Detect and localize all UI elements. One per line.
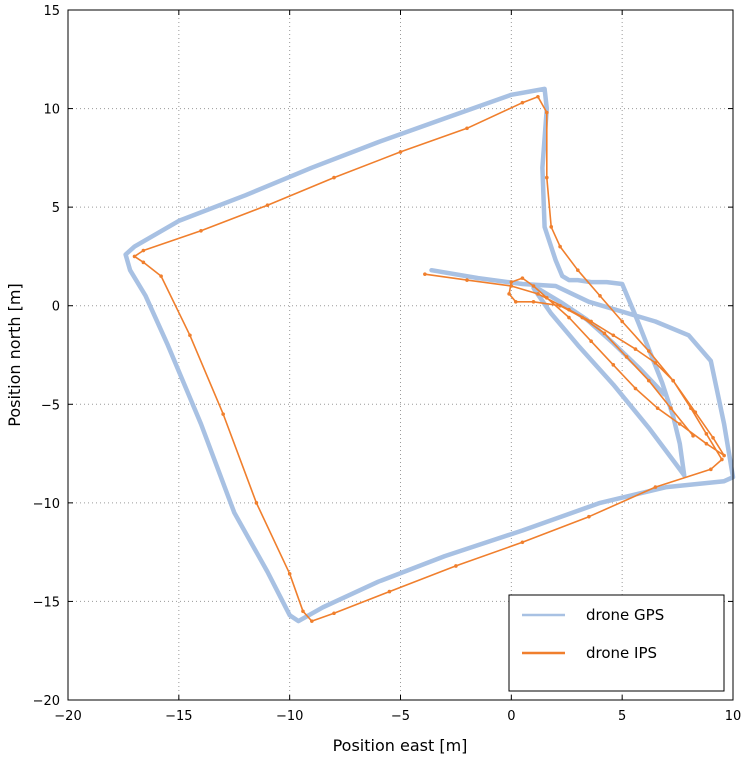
series-point-drone-ips — [624, 355, 629, 359]
series-point-drone-ips — [301, 609, 305, 614]
legend: drone GPS drone IPS — [508, 594, 725, 692]
series-point-drone-ips — [633, 386, 638, 391]
grid — [68, 10, 733, 700]
series-point-drone-ips — [332, 611, 336, 616]
series-point-drone-ips — [531, 284, 536, 288]
series-point-drone-ips — [598, 294, 602, 298]
series-point-drone-ips — [633, 347, 638, 351]
series-point-drone-ips — [704, 432, 709, 436]
series-point-drone-ips — [655, 406, 660, 411]
series-point-drone-ips — [567, 307, 571, 312]
x-tick-label: −5 — [391, 709, 410, 724]
x-axis-label: Position east [m] — [333, 736, 468, 755]
series-point-drone-ips — [646, 349, 651, 353]
y-axis-label: Position north [m] — [5, 283, 24, 426]
y-tick-label: 5 — [52, 201, 60, 216]
series-point-drone-ips — [678, 422, 682, 426]
series-point-drone-ips — [611, 333, 616, 338]
series-point-drone-ips — [620, 319, 624, 324]
series-point-drone-ips — [507, 292, 511, 296]
traces — [123, 86, 736, 624]
series-point-drone-ips — [454, 564, 458, 568]
x-tick-label: −15 — [165, 709, 192, 724]
series-point-drone-ips — [141, 260, 146, 265]
series-point-drone-ips — [513, 299, 518, 304]
series-point-drone-ips — [691, 434, 695, 438]
legend-label-drone-gps: drone GPS — [586, 606, 664, 624]
series-point-drone-ips — [720, 457, 724, 462]
series-point-drone-ips — [567, 315, 571, 320]
series-point-drone-ips — [387, 589, 392, 594]
series-point-drone-ips — [520, 540, 525, 545]
series-point-drone-ips — [558, 303, 562, 308]
series-point-drone-ips — [545, 110, 549, 115]
series-point-drone-ips — [589, 319, 593, 324]
series-point-drone-ips — [398, 150, 403, 154]
series-point-drone-ips — [509, 284, 514, 288]
series-point-drone-ips — [332, 175, 336, 180]
series-point-drone-ips — [141, 248, 146, 253]
y-tick-label: −20 — [33, 694, 60, 709]
series-point-drone-ips — [545, 175, 549, 180]
ticks: −20 −15 −10 −5 0 5 10 −20 −15 −10 −5 0 5 10 15 — [33, 4, 741, 724]
series-point-drone-ips — [722, 453, 726, 458]
series-point-drone-ips — [711, 436, 715, 440]
y-tick-label: 0 — [52, 300, 60, 315]
series-point-drone-ips — [265, 203, 270, 207]
series-point-drone-ips — [646, 378, 651, 383]
legend-label-drone-ips: drone IPS — [586, 644, 657, 662]
series-point-drone-ips — [693, 410, 698, 414]
series-point-drone-ips — [611, 363, 616, 367]
series-point-drone-ips — [199, 229, 203, 233]
x-tick-label: 5 — [618, 709, 626, 724]
series-point-drone-ips — [709, 467, 713, 472]
x-tick-label: −20 — [54, 709, 81, 724]
series-point-drone-ips — [536, 292, 540, 296]
series-point-drone-ips — [465, 278, 469, 282]
series-point-drone-ips — [509, 280, 514, 284]
series-point-drone-ips — [587, 514, 591, 519]
series-line-drone-gps — [123, 86, 736, 624]
y-tick-label: −5 — [41, 398, 60, 413]
y-tick-label: 10 — [43, 103, 60, 118]
x-tick-label: −10 — [276, 709, 303, 724]
legend-box — [508, 594, 725, 692]
series-point-drone-ips — [287, 572, 292, 576]
series-point-drone-ips — [576, 268, 580, 273]
series-point-drone-ips — [558, 244, 562, 249]
y-tick-label: −15 — [33, 595, 60, 610]
series-point-drone-ips — [536, 94, 540, 99]
series-point-drone-ips — [520, 276, 525, 280]
series-point-drone-ips — [704, 441, 709, 446]
series-point-drone-ips — [689, 406, 693, 411]
series-point-drone-ips — [653, 361, 658, 365]
series-point-drone-ips — [549, 225, 554, 229]
series-point-drone-ips — [310, 619, 314, 623]
series-line-drone-ips — [133, 95, 725, 622]
series-point-drone-ips — [545, 296, 549, 300]
series-point-drone-ips — [254, 501, 259, 505]
series-point-drone-ips — [671, 378, 675, 383]
series-point-drone-ips — [580, 315, 585, 320]
series-point-drone-ips — [159, 274, 163, 278]
series-point-drone-ips — [423, 272, 427, 276]
series-point-drone-ips — [520, 100, 525, 105]
series-point-drone-ips — [653, 485, 658, 489]
series-point-drone-ips — [602, 331, 607, 336]
x-tick-label: 0 — [507, 709, 515, 724]
series-point-drone-ips — [531, 299, 536, 304]
y-tick-label: −10 — [33, 497, 60, 512]
series-point-drone-ips — [132, 254, 137, 259]
series-point-drone-ips — [589, 339, 593, 344]
series-point-drone-ips — [669, 406, 673, 411]
series-point-drone-ips — [465, 126, 469, 131]
y-tick-label: 15 — [43, 4, 60, 19]
x-tick-label: 10 — [725, 709, 741, 724]
series-point-drone-ips — [221, 412, 225, 416]
series-point-drone-ips — [188, 333, 192, 338]
